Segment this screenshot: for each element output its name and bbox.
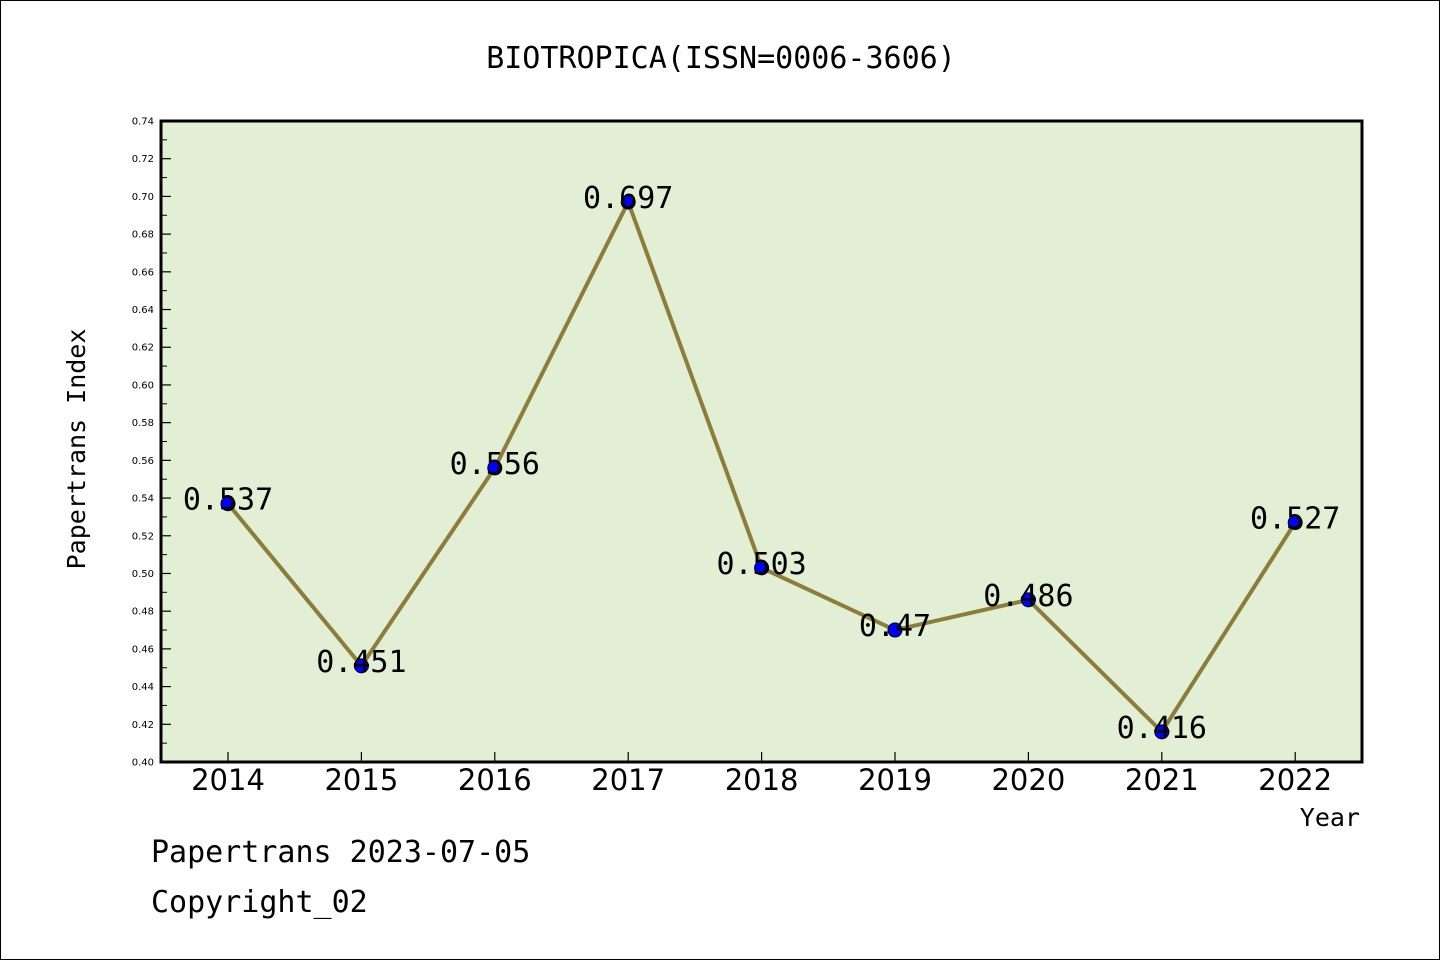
data-point-2016	[487, 460, 503, 476]
x-axis: 2014 2015 2016 2017 2018 2019 2020 2021 2022	[191, 752, 1332, 797]
y-tick-label: 0.64	[132, 305, 154, 316]
x-tick-label: 2014	[191, 763, 265, 797]
x-tick-label: 2017	[591, 763, 665, 797]
x-axis-title: Year	[1300, 803, 1360, 832]
y-tick-label: 0.70	[132, 192, 154, 203]
y-tick-label: 0.62	[132, 343, 154, 354]
y-tick-label: 0.56	[132, 456, 154, 467]
x-tick-label: 2022	[1258, 763, 1332, 797]
data-point-2020	[1020, 592, 1036, 608]
y-tick-label: 0.72	[132, 154, 154, 165]
data-label-2017: 0.697	[583, 181, 673, 216]
y-axis: 0.40 0.42 0.44 0.46 0.48 0.50 0.52 0.54 0.56 0.58…	[132, 117, 171, 769]
x-tick-label: 2020	[991, 763, 1065, 797]
y-tick-label: 0.60	[132, 380, 154, 391]
data-label-2015: 0.451	[316, 645, 406, 680]
data-label-2021: 0.416	[1117, 711, 1207, 746]
x-tick-label: 2015	[324, 763, 398, 797]
x-tick-label: 2019	[858, 763, 932, 797]
y-tick-label: 0.52	[132, 531, 154, 542]
data-point-2021	[1154, 724, 1170, 740]
y-tick-label: 0.58	[132, 418, 154, 429]
data-point-2022	[1287, 515, 1303, 531]
chart-title: BIOTROPICA(ISSN=0006-3606)	[486, 41, 956, 76]
data-label-2020: 0.486	[983, 579, 1073, 614]
y-tick-label: 0.66	[132, 267, 154, 278]
data-label-2016: 0.556	[450, 447, 540, 482]
y-tick-label: 0.50	[132, 569, 154, 580]
y-tick-label: 0.48	[132, 607, 154, 618]
data-markers	[220, 194, 1303, 740]
y-axis-title: Papertrans Index	[62, 329, 91, 570]
data-label-2018: 0.503	[716, 547, 806, 582]
data-label-2014: 0.537	[183, 483, 273, 518]
data-point-2019	[887, 622, 903, 638]
footer-date-line: Papertrans 2023-07-05	[151, 835, 531, 870]
x-tick-label: 2018	[725, 763, 799, 797]
y-tick-label: 0.42	[132, 720, 154, 731]
y-tick-label: 0.74	[132, 117, 154, 128]
x-tick-label: 2021	[1125, 763, 1199, 797]
data-point-2014	[220, 496, 236, 512]
data-label-2022: 0.527	[1250, 502, 1340, 537]
data-labels: 0.537 0.451 0.556 0.697 0.503 0.47 0.486 0.416 0…	[183, 181, 1341, 746]
y-tick-label: 0.40	[132, 758, 154, 769]
data-point-2018	[754, 560, 770, 576]
y-tick-label: 0.46	[132, 644, 154, 655]
y-tick-label: 0.68	[132, 230, 154, 241]
plot-area	[159, 119, 1364, 764]
data-label-2019: 0.47	[859, 609, 931, 644]
data-point-2015	[353, 658, 369, 674]
footer-copyright-line: Copyright_02	[151, 885, 368, 920]
x-tick-label: 2016	[458, 763, 532, 797]
y-tick-label: 0.44	[132, 682, 154, 693]
data-point-2017	[620, 194, 636, 210]
y-tick-label: 0.54	[132, 494, 154, 505]
